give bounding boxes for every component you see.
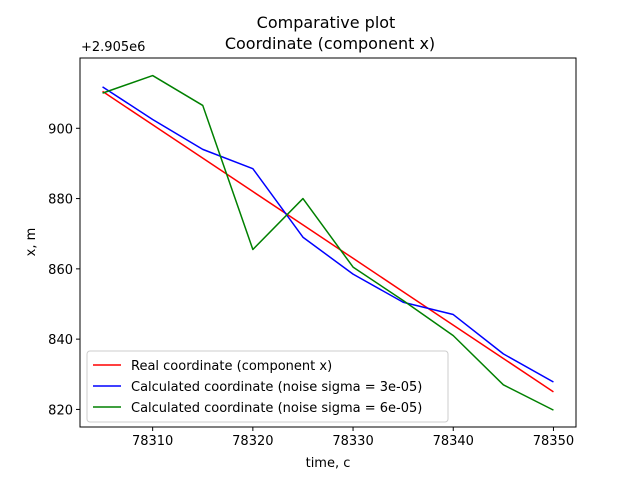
chart-subtitle: Coordinate (component x): [225, 34, 435, 53]
x-tick-label: 78320: [232, 434, 273, 449]
y-tick-label: 820: [48, 403, 73, 418]
y-tick-label: 840: [48, 333, 73, 348]
legend-box: [86, 350, 449, 423]
y-axis-label: x, m: [24, 228, 39, 257]
x-axis-ticks: 78310 78320 78330 78340 78350: [132, 427, 574, 449]
x-tick-label: 78350: [533, 434, 574, 449]
legend-label-1: Real coordinate (component x): [131, 359, 332, 374]
x-axis-label: time, c: [306, 456, 351, 471]
legend-label-2: Calculated coordinate (noise sigma = 3e-…: [131, 380, 422, 395]
y-axis-ticks: 820 840 860 880 900: [48, 122, 80, 418]
x-tick-label: 78310: [132, 434, 173, 449]
y-tick-label: 900: [48, 122, 73, 137]
series-lines: [102, 74, 554, 411]
x-tick-label: 78340: [433, 434, 474, 449]
series-line-3: [102, 74, 554, 411]
plot-frame: [79, 57, 577, 428]
x-tick-label: 78330: [332, 434, 373, 449]
chart-legend: Real coordinate (component x) Calculated …: [86, 350, 449, 423]
series-line-1: [102, 90, 554, 393]
y-tick-label: 880: [48, 193, 73, 208]
y-tick-label: 860: [48, 263, 73, 278]
chart-title: Comparative plot: [257, 13, 396, 32]
legend-label-3: Calculated coordinate (noise sigma = 6e-…: [131, 401, 422, 416]
y-offset-label: +2.905e6: [81, 40, 145, 55]
series-line-2: [102, 86, 554, 383]
